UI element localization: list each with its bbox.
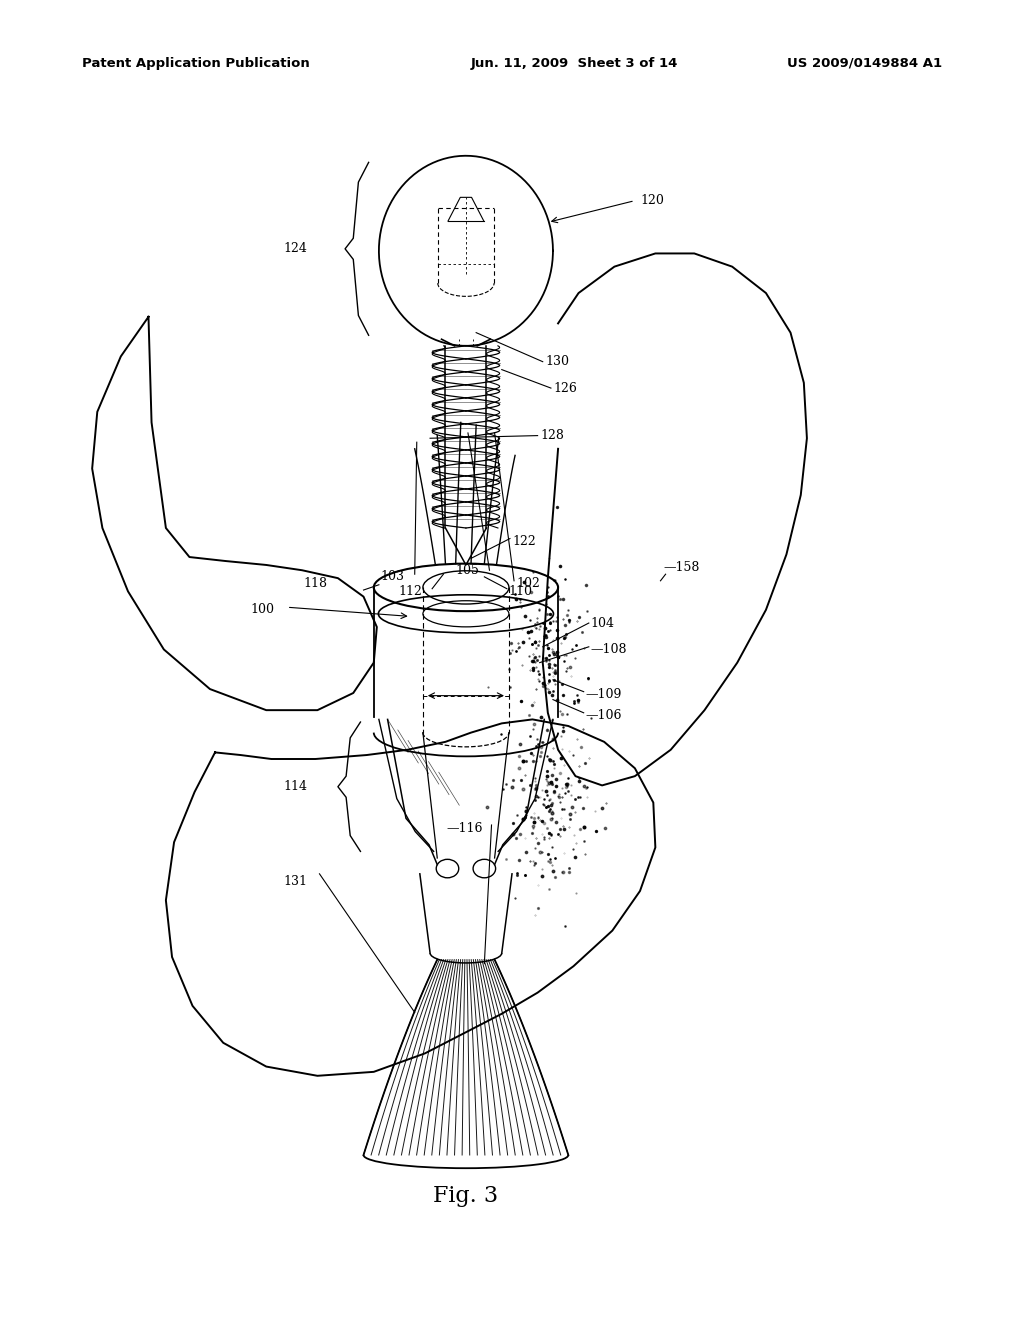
Text: 114: 114 <box>284 780 307 793</box>
Text: 122: 122 <box>512 535 536 548</box>
Text: —116: —116 <box>446 822 483 836</box>
Text: —106: —106 <box>586 709 623 722</box>
Text: 124: 124 <box>284 243 307 255</box>
Text: —158: —158 <box>664 561 700 574</box>
Text: Jun. 11, 2009  Sheet 3 of 14: Jun. 11, 2009 Sheet 3 of 14 <box>471 57 679 70</box>
Text: 130: 130 <box>546 355 569 368</box>
Text: US 2009/0149884 A1: US 2009/0149884 A1 <box>787 57 942 70</box>
Text: 131: 131 <box>284 875 307 888</box>
Text: 128: 128 <box>541 429 564 442</box>
Text: 118: 118 <box>304 577 328 590</box>
Text: 126: 126 <box>553 381 577 395</box>
Text: 110: 110 <box>509 585 532 598</box>
Text: 104: 104 <box>591 616 614 630</box>
Text: Fig. 3: Fig. 3 <box>433 1185 499 1206</box>
Text: 100: 100 <box>251 603 274 616</box>
Text: Patent Application Publication: Patent Application Publication <box>82 57 309 70</box>
Text: —108: —108 <box>591 643 628 656</box>
Text: 112: 112 <box>398 585 422 598</box>
Text: 102: 102 <box>516 577 540 590</box>
Text: 105: 105 <box>456 564 479 577</box>
Text: 103: 103 <box>381 570 404 583</box>
Text: —109: —109 <box>586 688 623 701</box>
Text: 120: 120 <box>640 194 664 207</box>
